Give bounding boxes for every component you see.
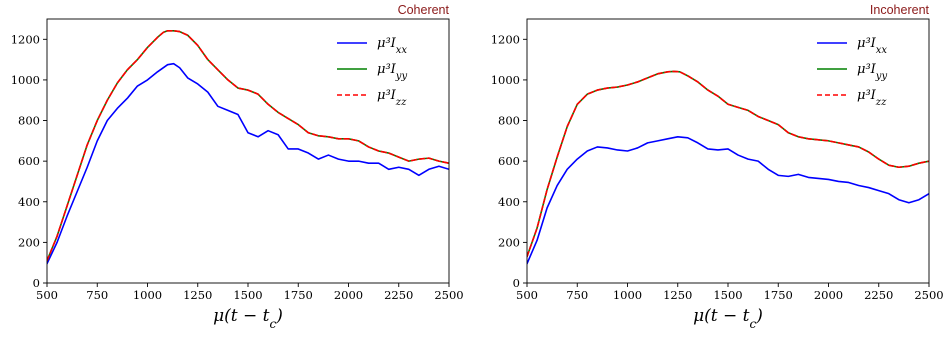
- legend-label: μ³Iyy: [377, 62, 407, 82]
- x-tick-label: 2500: [914, 288, 943, 302]
- series-line-3: [527, 70, 929, 258]
- x-tick-label: 1500: [233, 288, 262, 302]
- y-tick-label: 200: [498, 235, 520, 249]
- x-tick-label: 750: [86, 288, 108, 302]
- legend: μ³Ixx μ³Iyy μ³Izz: [817, 36, 887, 108]
- x-tick-label: 500: [36, 288, 58, 302]
- x-axis-label: μ(t − tc): [693, 306, 763, 331]
- x-tick-label: 750: [566, 288, 588, 302]
- legend: μ³Ixx μ³Iyy μ³Izz: [337, 36, 407, 108]
- legend-label: μ³Ixx: [377, 36, 407, 56]
- chart-title: Incoherent: [870, 3, 930, 17]
- x-tick-label: 1500: [713, 288, 742, 302]
- x-tick-label: 1250: [663, 288, 692, 302]
- series-line-3: [47, 29, 449, 262]
- legend-label: μ³Iyy: [857, 62, 887, 82]
- legend-label: μ³Ixx: [857, 36, 887, 56]
- y-tick-label: 800: [18, 114, 40, 128]
- chart-panel-2: 500 750 1000 1250 1500 1750 2000 2250 2500 0 200 40…: [491, 3, 944, 331]
- legend-label: μ³Izz: [377, 88, 407, 108]
- chart-panel-1: 500 750 1000 1250 1500 1750 2000 2250 2500 0 200 40…: [11, 3, 464, 331]
- x-tick-label: 1750: [284, 288, 313, 302]
- x-tick-label: 500: [516, 288, 538, 302]
- series-line-1: [47, 62, 449, 265]
- x-tick-label: 1000: [613, 288, 642, 302]
- y-tick-label: 200: [18, 235, 40, 249]
- x-tick-label: 1000: [133, 288, 162, 302]
- chart-title: Coherent: [398, 3, 450, 17]
- y-tick-label: 1000: [491, 73, 520, 87]
- x-tick-label: 1250: [183, 288, 212, 302]
- series-line-1: [527, 135, 929, 265]
- x-tick-label: 2000: [334, 288, 363, 302]
- x-tick-label: 2000: [814, 288, 843, 302]
- series-group: [527, 70, 929, 265]
- y-tick-label: 400: [18, 195, 40, 209]
- y-tick-label: 600: [18, 154, 40, 168]
- series-group: [47, 29, 449, 265]
- x-tick-label: 2250: [384, 288, 413, 302]
- y-tick-label: 0: [513, 276, 520, 290]
- y-tick-label: 1000: [11, 73, 40, 87]
- x-tick-label: 1750: [764, 288, 793, 302]
- y-tick-label: 800: [498, 114, 520, 128]
- x-axis-label: μ(t − tc): [213, 306, 283, 331]
- y-tick-label: 0: [33, 276, 40, 290]
- x-tick-label: 2500: [434, 288, 463, 302]
- y-tick-label: 400: [498, 195, 520, 209]
- legend-label: μ³Izz: [857, 88, 887, 108]
- y-tick-label: 1200: [491, 32, 520, 46]
- x-tick-label: 2250: [864, 288, 893, 302]
- plot-frame: [46, 18, 450, 284]
- y-tick-label: 1200: [11, 32, 40, 46]
- y-tick-label: 600: [498, 154, 520, 168]
